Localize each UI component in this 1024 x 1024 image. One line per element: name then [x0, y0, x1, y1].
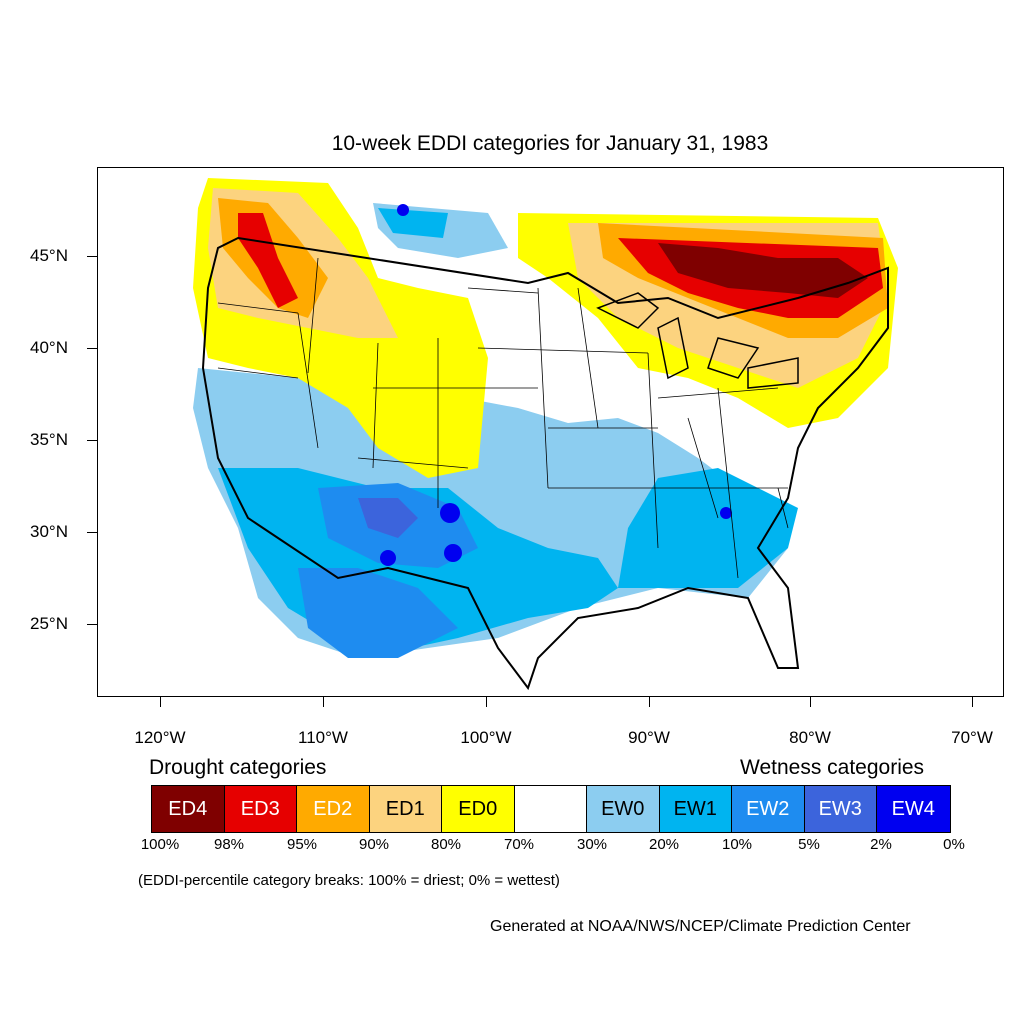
category-legend: ED4 ED3 ED2 ED1 ED0 EW0 EW1 EW2 EW3 EW4 [151, 785, 951, 833]
legend-swatch-ed0: ED0 [442, 786, 515, 832]
y-tick [87, 532, 97, 533]
x-axis-label: 120°W [134, 728, 186, 747]
x-axis-label: 110°W [298, 728, 348, 747]
percentile-label: 30% [576, 836, 608, 853]
percentile-label: 5% [798, 836, 820, 853]
ew4-north-spot [397, 204, 409, 216]
y-tick [87, 348, 97, 349]
drought-categories-heading: Drought categories [149, 756, 327, 779]
percentile-label: 80% [430, 836, 462, 853]
eddi-map [97, 167, 1004, 697]
y-tick [87, 440, 97, 441]
legend-swatch-ed1: ED1 [369, 786, 442, 832]
legend-swatch-ew4: EW4 [877, 786, 950, 832]
map-title: 10-week EDDI categories for January 31, … [331, 132, 769, 155]
great-lakes [596, 292, 799, 389]
legend-swatch-ed4: ED4 [152, 786, 225, 832]
x-tick [972, 697, 973, 707]
percentile-label: 10% [721, 836, 753, 853]
x-axis-label: 100°W [460, 728, 512, 747]
x-axis-label: 70°W [951, 728, 993, 747]
legend-swatch-ew2: EW2 [732, 786, 805, 832]
x-tick [323, 697, 324, 707]
drought-regions [193, 178, 898, 478]
ew1-northern-plains-region [378, 208, 448, 238]
ew4-spot-1 [440, 503, 460, 523]
ed3-northwest-region [238, 213, 298, 308]
ew4-spot-3 [380, 550, 396, 566]
legend-swatch-ew3: EW3 [804, 786, 877, 832]
ew3-region [358, 498, 418, 538]
legend-swatch-ew0: EW0 [587, 786, 660, 832]
us-outline [201, 236, 889, 691]
y-tick [87, 624, 97, 625]
legend-swatch-ed3: ED3 [224, 786, 297, 832]
x-axis-label: 80°W [789, 728, 831, 747]
category-breaks-note: (EDDI-percentile category breaks: 100% =… [138, 872, 560, 889]
percentile-label: 70% [503, 836, 535, 853]
x-tick [810, 697, 811, 707]
map-canvas [193, 178, 898, 691]
y-axis-label: 25°N [30, 614, 68, 633]
wetness-regions [193, 203, 798, 658]
y-tick [87, 256, 97, 257]
legend-swatch-ed2: ED2 [297, 786, 370, 832]
percentile-label: 98% [213, 836, 245, 853]
percentile-label: 100% [140, 836, 180, 853]
state-lines [217, 257, 789, 579]
x-tick [160, 697, 161, 707]
canada-border [237, 237, 529, 284]
credit-line: Generated at NOAA/NWS/NCEP/Climate Predi… [490, 918, 911, 935]
ew1-southeast-region [618, 468, 798, 588]
x-tick [486, 697, 487, 707]
y-axis-label: 40°N [30, 338, 68, 357]
y-axis-label: 30°N [30, 522, 68, 541]
ew4-spot-2 [444, 544, 462, 562]
boundaries [201, 236, 889, 691]
ew4-spot-4 [720, 507, 732, 519]
y-axis-label: 35°N [30, 430, 68, 449]
x-tick [649, 697, 650, 707]
y-axis-label: 45°N [30, 246, 68, 265]
ed4-northeast-region [658, 243, 868, 298]
percentile-label: 90% [358, 836, 390, 853]
percentile-label: 2% [870, 836, 892, 853]
percentile-label: 95% [286, 836, 318, 853]
x-axis-label: 90°W [628, 728, 670, 747]
percentile-label: 20% [648, 836, 680, 853]
legend-swatch-normal [514, 786, 587, 832]
legend-swatch-ew1: EW1 [659, 786, 732, 832]
wetness-categories-heading: Wetness categories [740, 756, 925, 779]
percentile-label: 0% [943, 836, 965, 853]
ew2-texas-region [298, 568, 458, 658]
